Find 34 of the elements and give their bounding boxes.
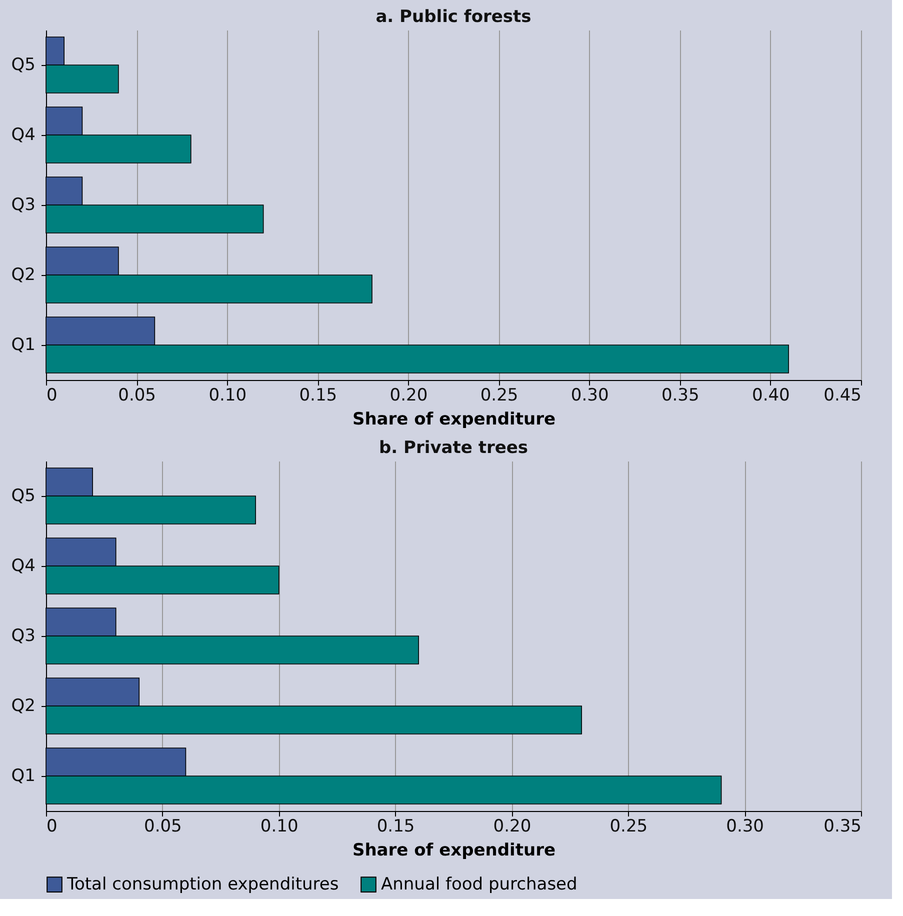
y-tick-label: Q5 [11,55,36,75]
x-tick-label: 0.10 [208,386,247,406]
y-tick-label: Q2 [11,265,36,285]
x-tick-label: 0.20 [493,816,532,836]
x-tick-label: 0.35 [824,816,862,836]
x-tick-label: 0.05 [144,816,182,836]
x-tick-label: 0.25 [480,386,518,406]
y-tick-label: Q4 [11,556,36,576]
y-tick-label: Q2 [11,696,36,716]
x-tick-label: 0 [46,386,58,406]
y-tick-label: Q1 [11,766,36,786]
x-tick-label: 0 [46,816,58,836]
y-tick-label: Q4 [11,125,36,145]
y-tick-label: Q5 [11,486,36,506]
x-tick-label: 0.20 [390,386,428,406]
x-tick-label: 0.15 [376,816,415,836]
x-tick-label: 0.05 [118,386,156,406]
y-tick-label: Q1 [11,335,36,355]
x-tick-label: 0.25 [610,816,648,836]
x-tick-label: 0.45 [824,386,862,406]
x-tick-label: 0.40 [752,386,790,406]
x-axis-title: Share of expenditure [352,840,556,860]
legend-label: Total consumption expenditures [66,874,339,895]
x-tick-label: 0.30 [570,386,609,406]
y-tick-label: Q3 [11,195,36,215]
x-tick-label: 0.35 [661,386,700,406]
y-tick-label: Q3 [11,626,36,646]
legend-label: Annual food purchased [381,874,578,895]
x-tick-label: 0.10 [260,816,298,836]
x-axis-title: Share of expenditure [352,410,556,430]
chart-title: a. Public forests [376,7,532,27]
x-tick-label: 0.15 [299,386,338,406]
x-tick-label: 0.30 [726,816,764,836]
chart-title: b. Private trees [378,438,528,458]
